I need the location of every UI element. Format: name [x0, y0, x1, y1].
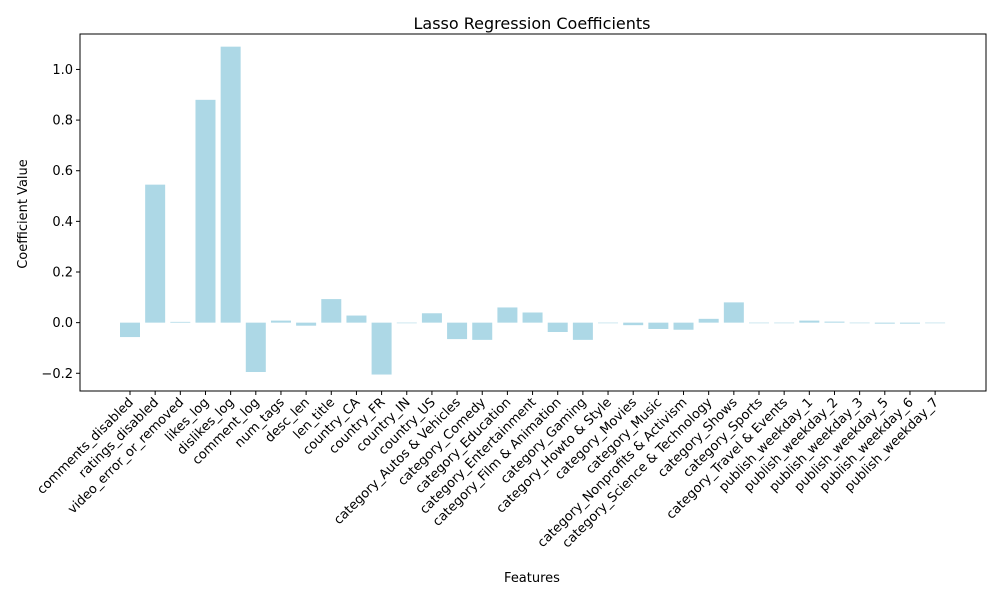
- bar-publish-weekday-3: [849, 322, 870, 324]
- bar-likes-log: [195, 99, 216, 323]
- y-axis-label: Coefficient Value: [16, 159, 31, 269]
- bar-publish-weekday-5: [874, 322, 895, 324]
- bar-category-film-animation: [547, 322, 568, 333]
- y-tick-label: 0.8: [52, 114, 73, 129]
- y-tick-label: 0.0: [52, 316, 73, 331]
- bar-publish-weekday-7: [925, 322, 946, 324]
- y-axis-ticks: −0.2 0.0 0.2 0.4 0.6 0.8 1.0: [41, 63, 80, 382]
- bar-num-tags: [270, 320, 291, 323]
- bar-dislikes-log: [220, 46, 241, 323]
- y-tick-label: −0.2: [41, 367, 73, 382]
- bar-category-movies: [623, 322, 644, 326]
- bar-publish-weekday-6: [899, 322, 920, 324]
- bar-video-error-or-removed: [170, 321, 191, 323]
- bar-category-science-technology: [698, 318, 719, 323]
- bar-country-us: [421, 313, 442, 323]
- x-axis-ticks: comments_disabledratings_disabledvideo_e…: [34, 391, 942, 551]
- bar-category-howto-style: [598, 322, 619, 324]
- bar-category-autos-vehicles: [447, 322, 468, 340]
- bar-country-fr: [371, 322, 392, 375]
- bar-len-title: [321, 299, 342, 323]
- bar-publish-weekday-2: [824, 321, 845, 323]
- bar-publish-weekday-1: [799, 320, 820, 323]
- y-tick-label: 1.0: [52, 63, 73, 78]
- bar-category-travel-events: [774, 322, 795, 324]
- bar-category-gaming: [572, 322, 593, 340]
- y-tick-label: 0.2: [52, 266, 73, 281]
- x-axis-label: Features: [504, 571, 560, 586]
- bar-ratings-disabled: [145, 184, 166, 323]
- bars-group: [120, 46, 946, 375]
- x-tick-label: comments_disabled: [34, 395, 136, 497]
- bar-comments-disabled: [120, 322, 140, 338]
- y-tick-label: 0.4: [52, 215, 73, 230]
- plot-frame: [79, 33, 987, 392]
- bar-category-entertainment: [522, 312, 543, 323]
- bar-category-shows: [723, 302, 744, 323]
- bar-category-music: [648, 322, 669, 329]
- y-tick-label: 0.6: [52, 164, 73, 179]
- bar-country-ca: [346, 315, 367, 323]
- bar-desc-len: [296, 322, 317, 326]
- bar-category-nonprofits-activism: [673, 322, 694, 330]
- chart-title: Lasso Regression Coefficients: [414, 14, 651, 33]
- bar-category-sports: [749, 322, 769, 324]
- bar-country-in: [396, 322, 417, 324]
- bar-category-education: [497, 307, 518, 323]
- bar-category-comedy: [472, 322, 493, 340]
- bar-comment-log: [245, 322, 266, 373]
